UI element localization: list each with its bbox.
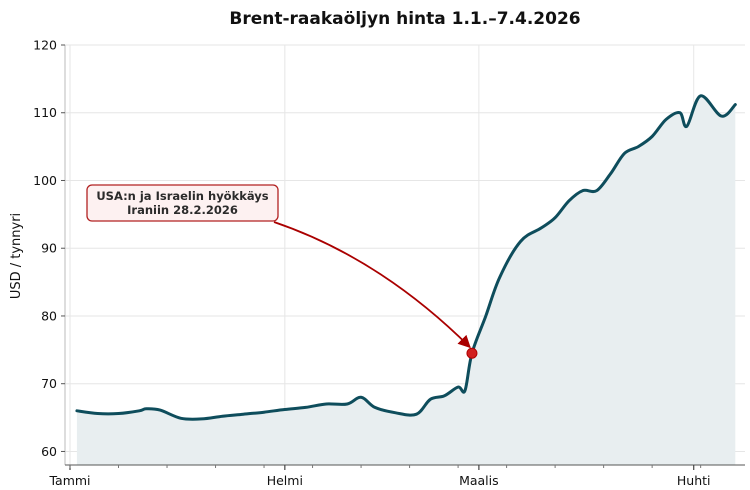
y-tick-label: 70 xyxy=(41,376,57,391)
y-axis-title: USD / tynnyri xyxy=(9,213,24,299)
tick-labels: 60 70 80 90 100 110 120 Tammi Helmi Maalis Huhti xyxy=(33,38,710,489)
y-tick-label: 80 xyxy=(41,308,57,323)
annotation-box xyxy=(86,184,279,222)
series-line xyxy=(75,94,737,421)
annotation-text-line2: Iraniin 28.2.2026 xyxy=(127,203,238,217)
chart-title: Brent-raakaöljyn hinta 1.1.–7.4.2026 xyxy=(229,9,580,29)
event-marker-point xyxy=(466,347,478,359)
x-tick-label: Tammi xyxy=(48,473,90,488)
y-tick-label: 120 xyxy=(33,38,57,53)
x-tick-label: Maalis xyxy=(459,473,499,488)
x-tick-label: Helmi xyxy=(267,473,303,488)
x-tick-label: Huhti xyxy=(677,473,711,488)
annotation-arrow xyxy=(273,221,471,349)
annotation-text-line1: USA:n ja Israelin hyökkäys xyxy=(96,189,268,203)
series-line-group xyxy=(75,94,737,421)
y-tick-label: 100 xyxy=(33,173,57,188)
axes xyxy=(64,45,745,466)
series-area xyxy=(76,95,736,465)
y-tick-label: 60 xyxy=(41,444,57,459)
y-tick-label: 110 xyxy=(33,105,57,120)
series-area-fill xyxy=(76,95,736,465)
y-tick-label: 90 xyxy=(41,241,57,256)
